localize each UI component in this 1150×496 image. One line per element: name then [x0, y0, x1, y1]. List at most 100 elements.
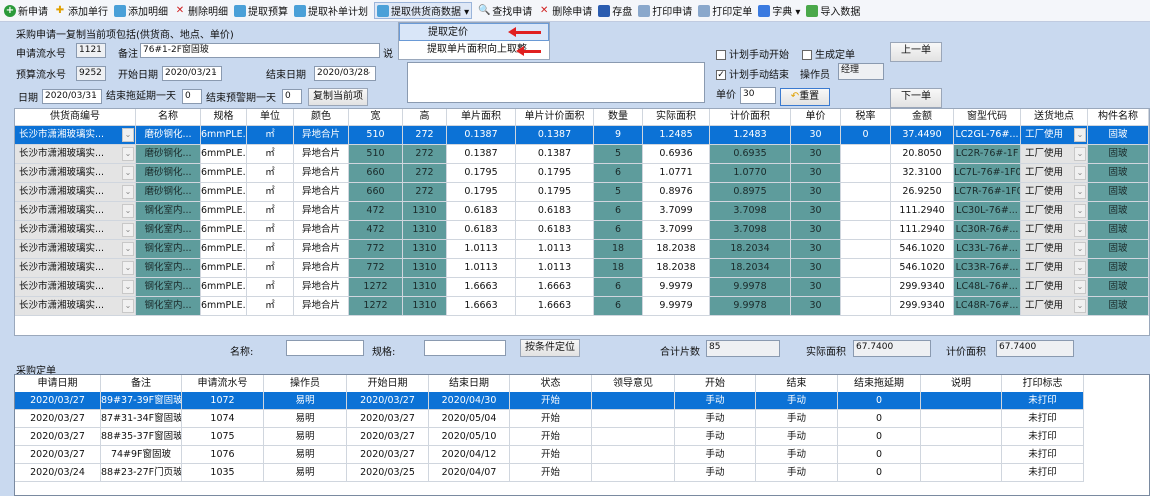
- delay-field[interactable]: 0: [182, 89, 202, 104]
- cell-0[interactable]: 2020/03/27: [15, 410, 101, 428]
- cell-6[interactable]: 1310: [403, 278, 447, 297]
- cell-15[interactable]: LC33L-76#...: [954, 240, 1021, 259]
- cell-4[interactable]: 2020/03/27: [347, 446, 429, 464]
- cell-1[interactable]: 88#35-37F窗固玻: [101, 428, 182, 446]
- cell-4[interactable]: 2020/03/27: [347, 410, 429, 428]
- cell-17[interactable]: 固玻: [1088, 297, 1149, 316]
- cell-14[interactable]: 111.2940: [891, 221, 954, 240]
- cell-3[interactable]: ㎡: [247, 164, 294, 183]
- cell-4[interactable]: 异地合片: [294, 145, 349, 164]
- cell-11[interactable]: [921, 428, 1002, 446]
- cell-5[interactable]: 2020/05/04: [429, 410, 510, 428]
- cell-6[interactable]: 1310: [403, 259, 447, 278]
- toolbar-button-0[interactable]: + 新申请: [4, 3, 48, 18]
- cell-17[interactable]: 固玻: [1088, 221, 1149, 240]
- cell-12[interactable]: 30: [791, 183, 841, 202]
- cell-4[interactable]: 2020/03/27: [347, 392, 429, 410]
- cell-9[interactable]: 手动: [756, 464, 838, 482]
- req-no-field[interactable]: 1121: [76, 43, 106, 58]
- cell-8[interactable]: 手动: [675, 392, 756, 410]
- cell-6[interactable]: 开始: [510, 392, 592, 410]
- cell-9[interactable]: 6: [594, 164, 643, 183]
- cell-15[interactable]: LC7L-76#-1F0: [954, 164, 1021, 183]
- cell-11[interactable]: 0.6935: [710, 145, 791, 164]
- cell-12[interactable]: 30: [791, 126, 841, 145]
- cell-3[interactable]: 易明: [264, 464, 347, 482]
- cell-6[interactable]: 272: [403, 126, 447, 145]
- cell-14[interactable]: 299.9340: [891, 297, 954, 316]
- cell-0[interactable]: 长沙市潇湘玻璃实... ⌄: [15, 126, 136, 145]
- cell-11[interactable]: [921, 410, 1002, 428]
- cell-8[interactable]: 手动: [675, 446, 756, 464]
- notes-textarea[interactable]: [407, 62, 705, 103]
- cell-12[interactable]: 30: [791, 259, 841, 278]
- cell-2[interactable]: 6mmPLE...: [201, 145, 247, 164]
- cell-17[interactable]: 固玻: [1088, 145, 1149, 164]
- cell-2[interactable]: 6mmPLE...: [201, 164, 247, 183]
- cell-10[interactable]: 18.2038: [643, 259, 710, 278]
- cell-6[interactable]: 272: [403, 164, 447, 183]
- toolbar-button-10[interactable]: 打印申请: [638, 3, 692, 18]
- column-header[interactable]: 单位: [247, 109, 294, 126]
- cell-2[interactable]: 6mmPLE...: [201, 297, 247, 316]
- cell-0[interactable]: 2020/03/27: [15, 392, 101, 410]
- cell-7[interactable]: 1.0113: [447, 259, 516, 278]
- cell-12[interactable]: 未打印: [1002, 446, 1084, 464]
- cell-1[interactable]: 89#37-39F窗固玻: [101, 392, 182, 410]
- cell-12[interactable]: 未打印: [1002, 410, 1084, 428]
- cell-15[interactable]: LC30R-76#...: [954, 221, 1021, 240]
- warn-field[interactable]: 0: [282, 89, 302, 104]
- cell-3[interactable]: ㎡: [247, 259, 294, 278]
- column-header[interactable]: 操作员: [264, 375, 347, 393]
- cell-7[interactable]: [592, 446, 675, 464]
- cell-5[interactable]: 510: [349, 126, 403, 145]
- cell-10[interactable]: 1.0771: [643, 164, 710, 183]
- cell-10[interactable]: 0: [838, 410, 921, 428]
- column-header[interactable]: 实际面积: [643, 109, 710, 126]
- cell-3[interactable]: ㎡: [247, 145, 294, 164]
- cell-11[interactable]: 3.7098: [710, 202, 791, 221]
- column-header[interactable]: 单价: [791, 109, 841, 126]
- cell-0[interactable]: 2020/03/27: [15, 446, 101, 464]
- table-row[interactable]: 长沙市潇湘玻璃实... ⌄ 磨砂钢化... 6mmPLE... ㎡ 异地合片 660 272 0…: [15, 164, 1150, 183]
- cell-15[interactable]: LC48R-76#...: [954, 297, 1021, 316]
- budget-no-field[interactable]: 9252: [76, 66, 106, 81]
- column-header[interactable]: 名称: [136, 109, 201, 126]
- cell-5[interactable]: 510: [349, 145, 403, 164]
- cell-12[interactable]: 30: [791, 145, 841, 164]
- cell-3[interactable]: ㎡: [247, 183, 294, 202]
- table-row[interactable]: 长沙市潇湘玻璃实... ⌄ 钢化室内... 6mmPLE... ㎡ 异地合片 472 1310…: [15, 202, 1150, 221]
- cell-17[interactable]: 固玻: [1088, 126, 1149, 145]
- column-header[interactable]: 宽: [349, 109, 403, 126]
- cell-7[interactable]: [592, 392, 675, 410]
- cell-14[interactable]: 111.2940: [891, 202, 954, 221]
- cell-15[interactable]: LC30L-76#...: [954, 202, 1021, 221]
- cell-0[interactable]: 长沙市潇湘玻璃实... ⌄: [15, 297, 136, 316]
- cell-3[interactable]: ㎡: [247, 240, 294, 259]
- cell-12[interactable]: 30: [791, 164, 841, 183]
- cell-11[interactable]: 3.7098: [710, 221, 791, 240]
- toolbar-button-13[interactable]: 导入数据: [806, 3, 860, 18]
- cell-17[interactable]: 固玻: [1088, 202, 1149, 221]
- column-header[interactable]: 构件名称: [1088, 109, 1149, 126]
- cell-11[interactable]: 18.2034: [710, 259, 791, 278]
- chevron-down-icon[interactable]: ⌄: [1074, 204, 1086, 218]
- cell-4[interactable]: 异地合片: [294, 259, 349, 278]
- filter-spec-input[interactable]: [424, 340, 506, 356]
- cell-16[interactable]: 工厂使用 ⌄: [1021, 278, 1088, 297]
- chevron-down-icon[interactable]: ⌄: [1074, 128, 1086, 142]
- cell-6[interactable]: 开始: [510, 428, 592, 446]
- cell-5[interactable]: 2020/05/10: [429, 428, 510, 446]
- cell-15[interactable]: LC2R-76#-1F: [954, 145, 1021, 164]
- cell-10[interactable]: 0.6936: [643, 145, 710, 164]
- cell-1[interactable]: 87#31-34F窗固玻: [101, 410, 182, 428]
- cell-8[interactable]: 0.6183: [516, 221, 594, 240]
- cell-9[interactable]: 6: [594, 278, 643, 297]
- locate-by-condition-button[interactable]: 按条件定位: [520, 339, 580, 357]
- toolbar-button-9[interactable]: 存盘: [598, 3, 632, 18]
- cell-8[interactable]: 0.1387: [516, 126, 594, 145]
- toolbar-button-6[interactable]: 提取供货商数据 ▾: [374, 2, 473, 19]
- cell-5[interactable]: 2020/04/30: [429, 392, 510, 410]
- column-header[interactable]: 申请日期: [15, 375, 101, 393]
- cell-4[interactable]: 异地合片: [294, 183, 349, 202]
